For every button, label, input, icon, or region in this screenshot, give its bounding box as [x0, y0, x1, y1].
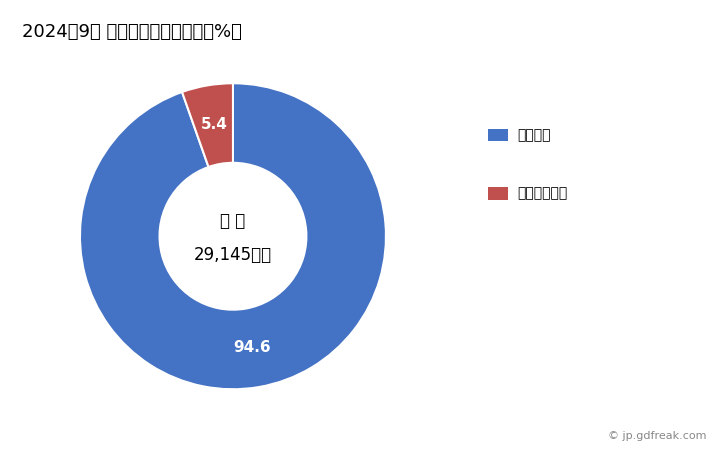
Text: 総 額: 総 額 [221, 212, 245, 230]
Wedge shape [182, 83, 233, 167]
Text: 2024年9月 輸出相手国のシェア（%）: 2024年9月 輸出相手国のシェア（%） [22, 22, 242, 40]
Text: 5.4: 5.4 [200, 117, 227, 132]
Text: 29,145万円: 29,145万円 [194, 246, 272, 264]
Text: 94.6: 94.6 [233, 340, 271, 356]
Text: イタリア: イタリア [517, 128, 550, 142]
Text: © jp.gdfreak.com: © jp.gdfreak.com [608, 431, 706, 441]
Text: フィンランド: フィンランド [517, 186, 567, 201]
Wedge shape [80, 83, 386, 389]
